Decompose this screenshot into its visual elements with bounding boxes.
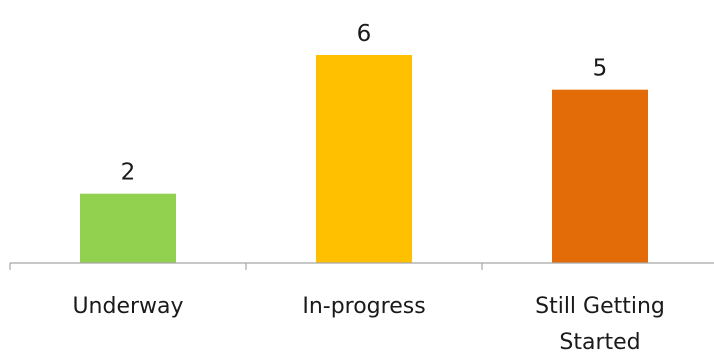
x-axis-ticks [9, 263, 483, 270]
bars-group [80, 55, 648, 264]
data-label: 6 [357, 21, 372, 47]
bar-in-progress [316, 55, 412, 263]
data-label: 2 [121, 160, 136, 186]
category-label: Underway [72, 294, 183, 319]
category-label: Still Getting Started [535, 294, 665, 353]
bar-still-getting-started [552, 89, 648, 264]
bar-underway [80, 193, 176, 263]
category-label: In-progress [302, 294, 425, 319]
data-label: 5 [593, 56, 608, 82]
category-labels-group: Underway In-progress Still Getting Started [72, 294, 664, 353]
value-labels-group: 2 6 5 [121, 21, 608, 186]
